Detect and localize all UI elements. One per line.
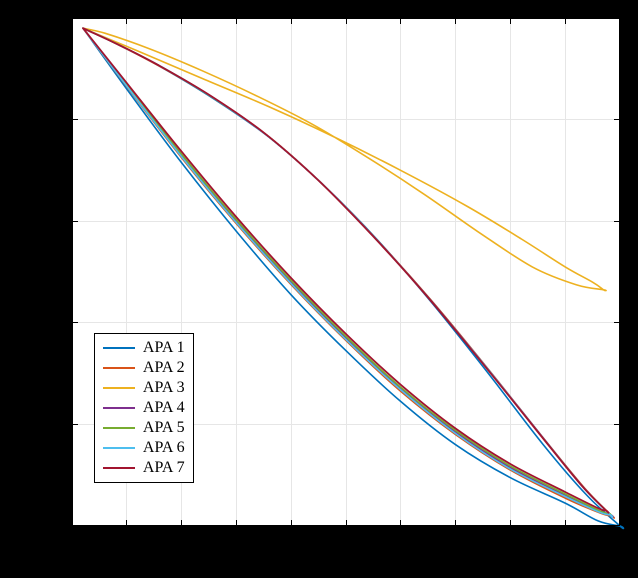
legend-label: APA 5 xyxy=(143,419,185,437)
ytick-right xyxy=(614,424,620,425)
ytick-right xyxy=(614,322,620,323)
legend-label: APA 2 xyxy=(143,359,185,377)
ytick-left xyxy=(72,322,78,323)
legend-label: APA 3 xyxy=(143,379,185,397)
ytick-right xyxy=(614,526,620,527)
legend-swatch xyxy=(103,347,135,349)
legend-item: APA 3 xyxy=(103,378,185,398)
xtick-top xyxy=(455,18,456,24)
xtick-top xyxy=(565,18,566,24)
xtick-bottom xyxy=(181,520,182,526)
grid-horizontal xyxy=(72,119,620,120)
xtick-bottom xyxy=(236,520,237,526)
ytick-right xyxy=(614,18,620,19)
legend-swatch xyxy=(103,447,135,449)
legend-label: APA 6 xyxy=(143,439,185,457)
grid-vertical xyxy=(236,18,237,526)
xtick-top xyxy=(346,18,347,24)
legend-swatch xyxy=(103,387,135,389)
grid-horizontal xyxy=(72,221,620,222)
chart-container: APA 1 APA 2 APA 3 APA 4 APA 5 APA 6 APA 7 xyxy=(0,0,638,578)
ytick-left xyxy=(72,18,78,19)
ytick-left xyxy=(72,526,78,527)
grid-vertical xyxy=(346,18,347,526)
xtick-bottom xyxy=(565,520,566,526)
xtick-bottom xyxy=(400,520,401,526)
xtick-top xyxy=(236,18,237,24)
xtick-bottom xyxy=(346,520,347,526)
legend-item: APA 2 xyxy=(103,358,185,378)
xtick-bottom xyxy=(291,520,292,526)
xtick-top xyxy=(400,18,401,24)
xtick-bottom xyxy=(126,520,127,526)
legend-label: APA 4 xyxy=(143,399,185,417)
grid-vertical xyxy=(291,18,292,526)
ytick-left xyxy=(72,119,78,120)
grid-vertical xyxy=(455,18,456,526)
xtick-top xyxy=(510,18,511,24)
legend-swatch xyxy=(103,467,135,469)
xtick-top xyxy=(620,18,621,24)
legend-item: APA 1 xyxy=(103,338,185,358)
legend-item: APA 6 xyxy=(103,438,185,458)
legend-swatch xyxy=(103,367,135,369)
ytick-left xyxy=(72,221,78,222)
ytick-left xyxy=(72,424,78,425)
xtick-top xyxy=(291,18,292,24)
grid-horizontal xyxy=(72,322,620,323)
legend-item: APA 5 xyxy=(103,418,185,438)
xtick-top xyxy=(181,18,182,24)
legend: APA 1 APA 2 APA 3 APA 4 APA 5 APA 6 APA 7 xyxy=(94,333,194,483)
ytick-right xyxy=(614,119,620,120)
legend-item: APA 4 xyxy=(103,398,185,418)
grid-vertical xyxy=(400,18,401,526)
grid-vertical xyxy=(510,18,511,526)
xtick-bottom xyxy=(510,520,511,526)
xtick-top xyxy=(126,18,127,24)
legend-label: APA 7 xyxy=(143,459,185,477)
xtick-bottom xyxy=(455,520,456,526)
legend-swatch xyxy=(103,427,135,429)
xtick-top xyxy=(72,18,73,24)
legend-label: APA 1 xyxy=(143,339,185,357)
ytick-right xyxy=(614,221,620,222)
legend-swatch xyxy=(103,407,135,409)
legend-item: APA 7 xyxy=(103,458,185,478)
grid-vertical xyxy=(565,18,566,526)
